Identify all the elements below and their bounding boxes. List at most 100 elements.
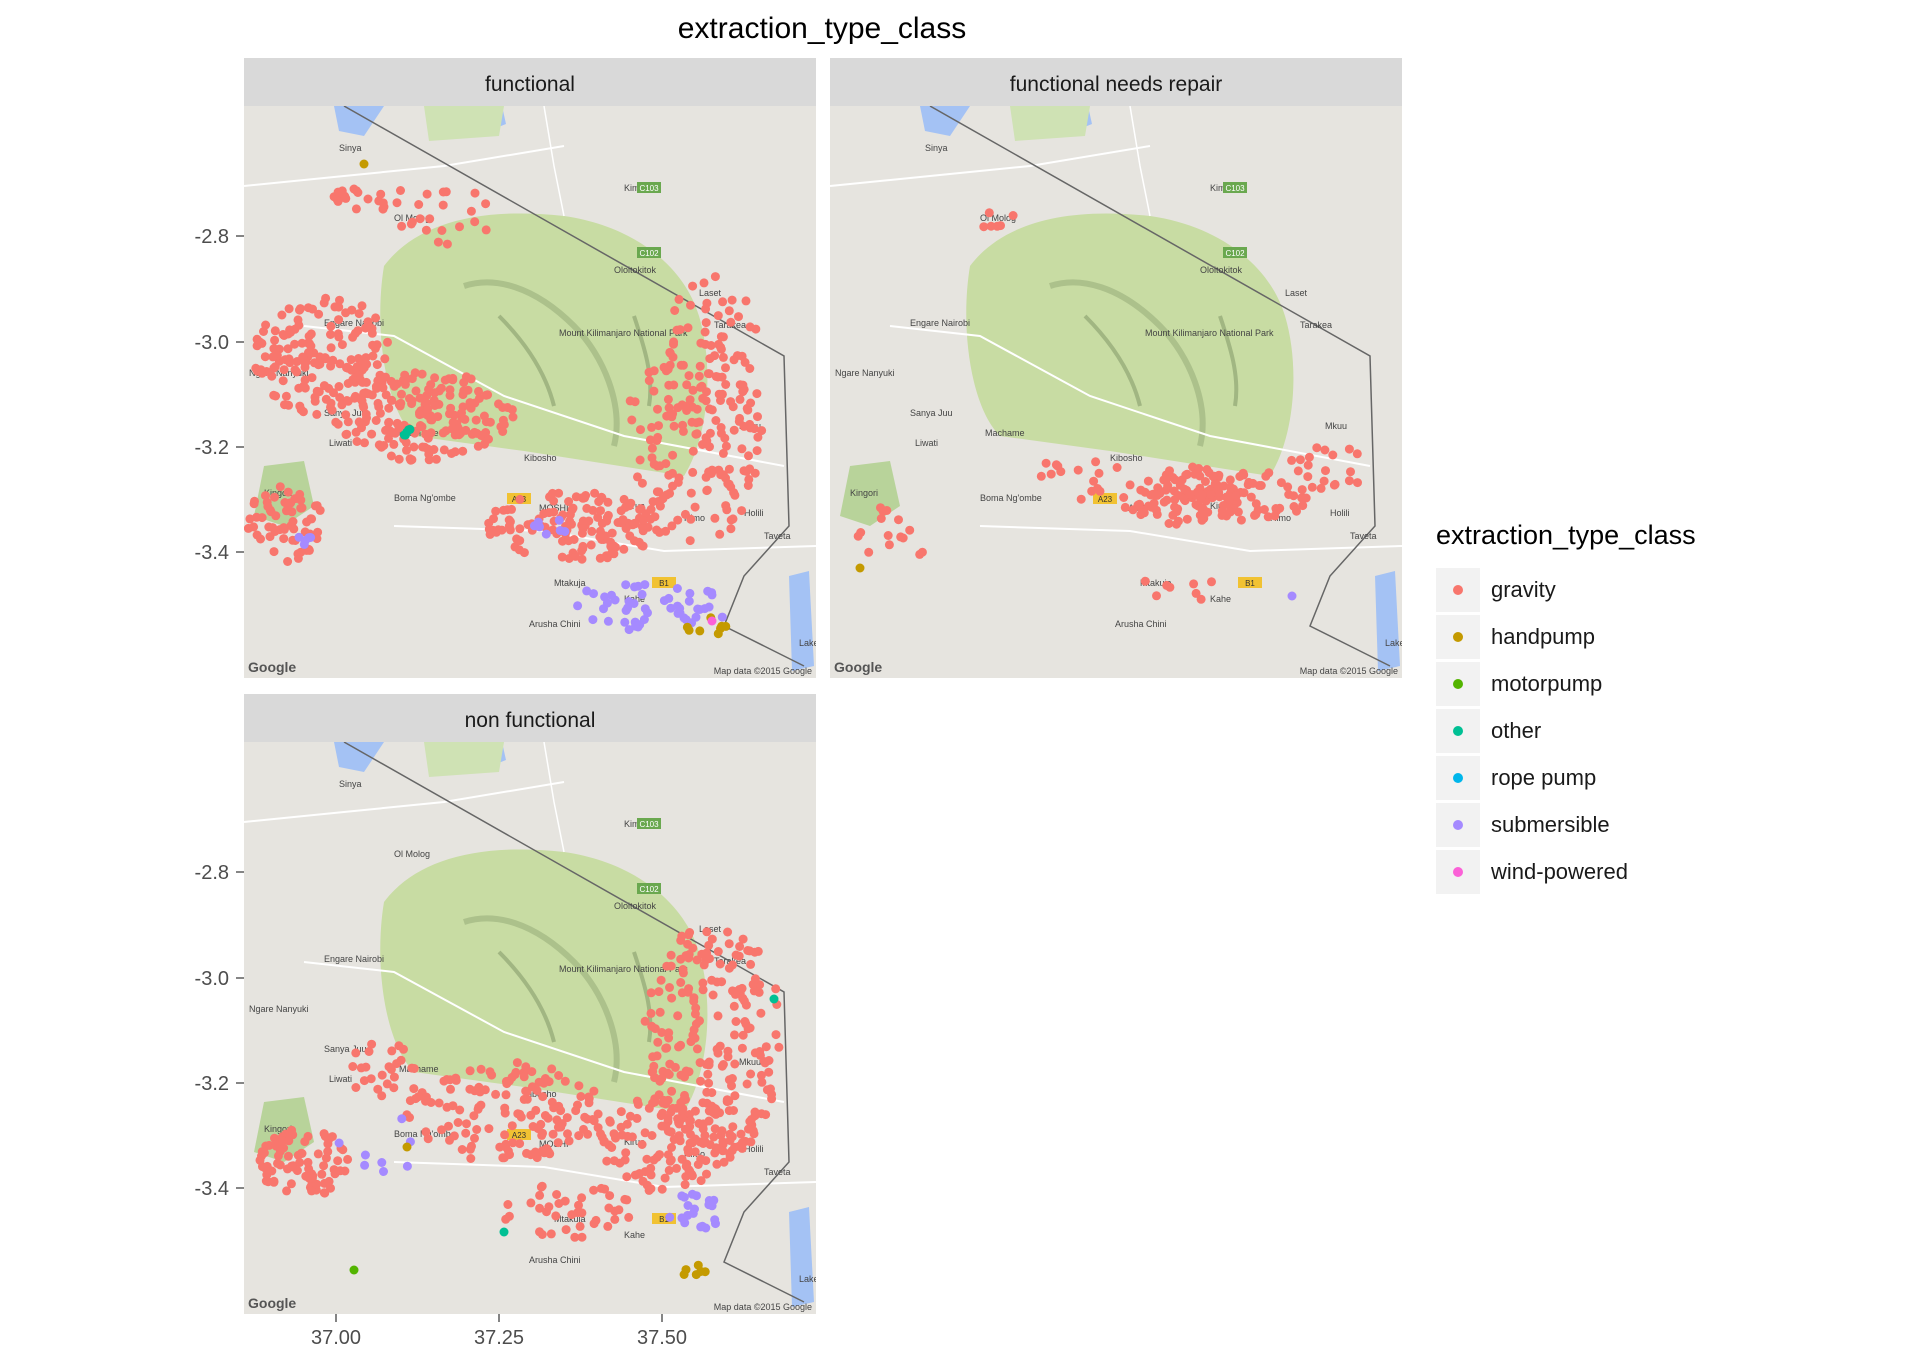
point: [321, 293, 331, 303]
point: [771, 984, 781, 994]
point: [695, 1058, 705, 1068]
point: [357, 301, 367, 311]
point: [507, 1121, 517, 1131]
y-tick-label: -3.2: [195, 437, 229, 459]
point: [286, 1179, 296, 1189]
point: [745, 364, 755, 373]
point: [467, 1141, 476, 1151]
point: [588, 615, 598, 625]
point: [1303, 460, 1313, 470]
point: [681, 951, 691, 961]
point: [319, 1161, 329, 1171]
point: [719, 1157, 729, 1167]
point: [397, 1114, 407, 1124]
point: [710, 272, 720, 282]
point: [354, 417, 364, 427]
point: [672, 1163, 681, 1173]
point: [986, 221, 996, 231]
point: [703, 1069, 713, 1079]
legend-item-submersible: submersible: [1436, 803, 1610, 847]
point: [738, 934, 748, 944]
map-panel-functional: SinyaKimanaOl MologOloitokitokLasetTarak…: [244, 106, 816, 678]
point: [423, 404, 433, 414]
point: [1185, 490, 1195, 500]
point: [471, 415, 481, 425]
point: [501, 1142, 511, 1152]
point: [655, 1007, 665, 1017]
point: [377, 1158, 387, 1167]
legend-title: extraction_type_class: [1436, 520, 1696, 550]
point: [712, 1159, 722, 1169]
point: [731, 1017, 741, 1026]
point: [603, 1221, 613, 1231]
point: [438, 428, 448, 438]
point: [633, 472, 642, 482]
point: [644, 376, 654, 386]
point: [708, 990, 718, 1000]
point: [470, 188, 480, 198]
google-logo: Google: [248, 659, 296, 675]
point: [741, 296, 751, 306]
point: [740, 1017, 750, 1026]
point: [587, 526, 597, 536]
legend-label: motorpump: [1491, 671, 1602, 696]
point: [705, 442, 714, 452]
point: [491, 506, 501, 516]
point: [771, 1030, 781, 1040]
map-place-label: Mtakuja: [554, 1214, 586, 1224]
point: [1197, 490, 1207, 500]
map-place-label: Taveta: [764, 531, 791, 541]
point: [1203, 507, 1213, 517]
point: [648, 1067, 658, 1077]
point: [595, 553, 605, 563]
point: [334, 382, 344, 391]
point: [294, 532, 304, 542]
point: [687, 1189, 697, 1199]
legend-item-wind-powered: wind-powered: [1436, 850, 1628, 894]
point: [397, 221, 407, 231]
point: [446, 1084, 455, 1094]
point: [745, 946, 755, 956]
point: [351, 427, 361, 437]
point: [742, 1079, 752, 1089]
road-shield: [637, 818, 661, 829]
point: [1225, 507, 1235, 517]
y-tick-label: -3.0: [195, 332, 229, 354]
point: [314, 309, 324, 319]
point: [351, 1048, 361, 1058]
point: [761, 1042, 771, 1052]
point: [372, 340, 382, 350]
point: [624, 1212, 634, 1222]
map-place-label: Kahe: [624, 1230, 645, 1240]
point: [1312, 443, 1322, 453]
point: [705, 1140, 715, 1150]
point: [371, 416, 381, 425]
map-place-label: Arusha Chini: [529, 619, 581, 629]
point: [379, 202, 389, 212]
point: [705, 954, 714, 964]
point: [652, 487, 662, 497]
point: [461, 1128, 471, 1138]
point: [307, 373, 317, 383]
point: [373, 1084, 383, 1094]
point: [649, 386, 659, 396]
legend-label: handpump: [1491, 624, 1595, 649]
point: [674, 1042, 683, 1052]
point: [670, 306, 680, 315]
point: [602, 1156, 612, 1166]
map-place-label: Liwati: [329, 438, 352, 448]
point: [354, 309, 364, 319]
map-place-label: Mount Kilimanjaro National Park: [1145, 328, 1274, 338]
point: [705, 404, 714, 414]
point: [738, 1030, 748, 1040]
point: [727, 1074, 737, 1083]
point: [894, 515, 903, 525]
point: [750, 1107, 760, 1117]
point: [709, 1132, 719, 1142]
point: [730, 1030, 739, 1040]
point: [688, 385, 698, 395]
point: [1344, 444, 1354, 454]
point: [334, 1138, 344, 1148]
point: [544, 508, 554, 518]
facet-label-non-functional: non functional: [465, 709, 596, 732]
